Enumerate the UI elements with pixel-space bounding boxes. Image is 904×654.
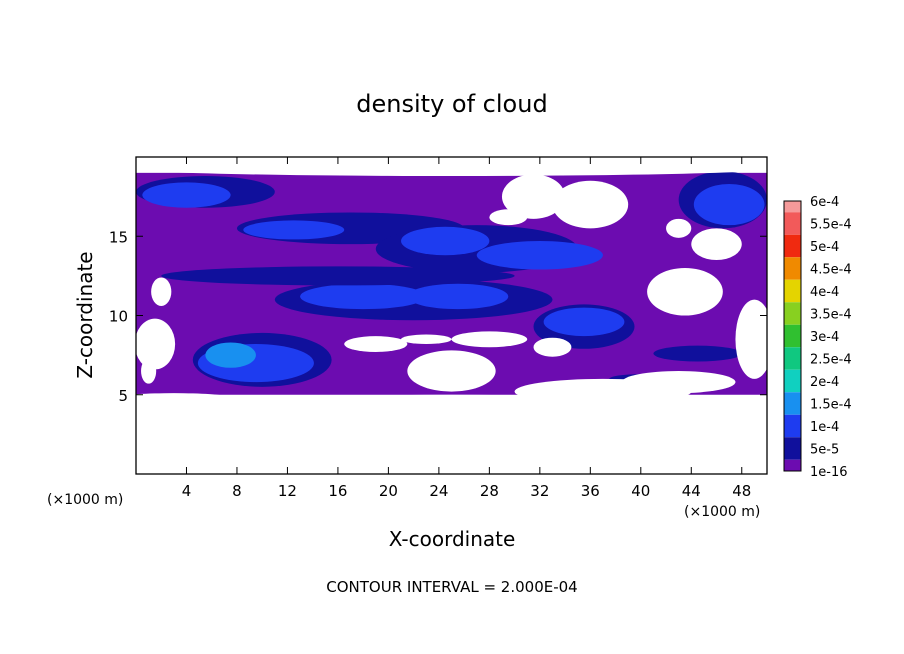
colorbar-label: 1e-4 <box>810 420 839 435</box>
colorbar-swatch <box>784 279 801 303</box>
x-tick-label: 44 <box>682 482 701 500</box>
y-axis-label: Z-coordinate <box>73 251 97 378</box>
x-unit-left: (×1000 m) <box>47 492 123 508</box>
cloud-contour <box>243 220 345 240</box>
cloud-contour <box>205 342 256 368</box>
x-tick-label: 28 <box>480 482 499 500</box>
colorbar-label: 5.5e-4 <box>810 218 852 233</box>
colorbar-swatch <box>784 302 801 325</box>
x-tick-labels: 4 8 12 16 20 24 28 32 36 40 44 48 <box>182 482 752 500</box>
clear-sky-area <box>136 160 767 177</box>
clear-sky-area <box>136 402 767 474</box>
cloud-contour <box>407 283 509 310</box>
clear-sky-area <box>666 218 692 238</box>
cloud-contour <box>142 182 231 208</box>
cloud-contour <box>161 266 515 286</box>
x-tick-label: 12 <box>278 482 297 500</box>
colorbar-swatch <box>784 437 801 460</box>
cloud-contour <box>653 345 742 362</box>
clear-sky-area <box>489 209 528 226</box>
x-tick-label: 8 <box>232 482 242 500</box>
clear-sky-area <box>647 267 723 316</box>
colorbar-label: 2.5e-4 <box>810 353 852 368</box>
clear-sky-area <box>533 337 572 357</box>
colorbar-swatch <box>784 459 801 471</box>
colorbar-swatch <box>784 201 801 213</box>
colorbar-swatch <box>784 257 801 280</box>
colorbar-swatch <box>784 212 801 235</box>
cloud-contour <box>476 241 603 270</box>
clear-sky-area <box>136 318 176 370</box>
colorbar-label: 3.5e-4 <box>810 308 852 323</box>
clear-sky-area <box>401 334 452 345</box>
colorbar-label: 4e-4 <box>810 285 839 300</box>
clear-sky-area <box>407 350 496 392</box>
x-tick-label: 36 <box>581 482 600 500</box>
clear-sky-area <box>151 277 172 306</box>
x-tick-label: 40 <box>631 482 650 500</box>
clear-sky-area <box>691 228 742 261</box>
clear-sky-area <box>344 336 408 352</box>
y-tick-label: 10 <box>109 308 128 326</box>
clear-sky-area <box>312 394 591 405</box>
axis-ticks <box>136 157 767 474</box>
cloud-contour <box>543 307 625 337</box>
colorbar-label: 1e-16 <box>810 465 848 480</box>
x-tick-label: 4 <box>182 482 192 500</box>
colorbar-swatch <box>784 414 801 438</box>
contour-fill <box>136 160 767 474</box>
clear-sky-area <box>552 180 629 229</box>
cloud-contour <box>693 183 765 226</box>
colorbar-swatch <box>784 234 801 258</box>
x-tick-label: 16 <box>328 482 347 500</box>
x-tick-label: 48 <box>732 482 751 500</box>
chart-title: density of cloud <box>356 90 547 118</box>
colorbar-swatch <box>784 369 801 393</box>
plot-area <box>135 156 768 475</box>
colorbar-swatch <box>784 392 801 415</box>
clear-sky-area <box>141 358 157 384</box>
contour-interval-note: CONTOUR INTERVAL = 2.000E-04 <box>326 578 577 596</box>
colorbar-swatch <box>784 347 801 370</box>
x-tick-label: 32 <box>530 482 549 500</box>
x-unit-right: (×1000 m) <box>684 504 760 520</box>
y-tick-labels: 5 10 15 <box>109 228 128 405</box>
clear-sky-area <box>735 299 767 379</box>
colorbar-label: 5e-4 <box>810 240 839 255</box>
x-tick-label: 24 <box>429 482 448 500</box>
colorbar: 6e-4 5.5e-4 5e-4 4.5e-4 4e-4 3.5e-4 3e-4 2.5e-4… <box>783 195 852 480</box>
clear-sky-area <box>451 331 528 348</box>
y-tick-label: 15 <box>109 228 128 246</box>
colorbar-label: 6e-4 <box>810 195 839 210</box>
colorbar-label: 5e-5 <box>810 443 839 458</box>
y-tick-label: 5 <box>118 387 128 405</box>
cloud-contour <box>300 283 427 310</box>
x-axis-label: X-coordinate <box>389 527 516 551</box>
colorbar-frame <box>783 200 802 472</box>
colorbar-label: 4.5e-4 <box>810 263 852 278</box>
colorbar-label: 3e-4 <box>810 330 839 345</box>
colorbar-label: 2e-4 <box>810 375 839 390</box>
clear-sky-area <box>501 174 566 219</box>
clear-sky-area <box>621 370 736 394</box>
colorbar-label: 1.5e-4 <box>810 398 852 413</box>
cloud-contour <box>401 226 490 256</box>
clear-sky-area <box>136 393 225 400</box>
colorbar-swatch <box>784 324 801 348</box>
x-tick-label: 20 <box>379 482 398 500</box>
